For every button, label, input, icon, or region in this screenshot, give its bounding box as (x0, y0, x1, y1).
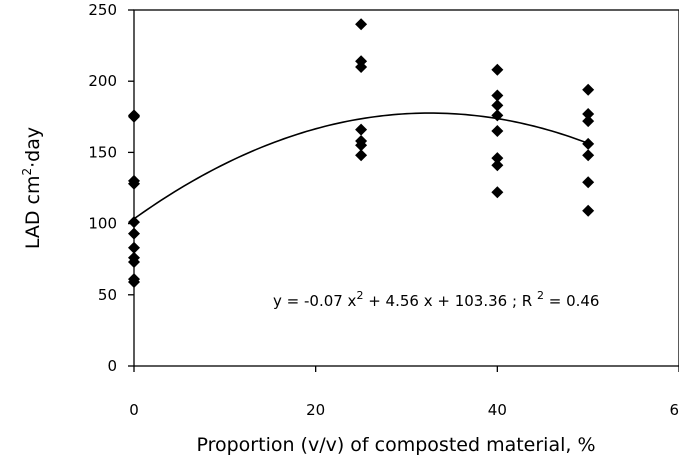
data-point-1 (128, 110, 140, 123)
plot-area (133, 9, 679, 367)
data-points (128, 18, 595, 288)
y-tick-label-150: 150 (88, 143, 117, 161)
data-point-6 (128, 241, 140, 254)
data-point-19 (491, 89, 504, 102)
data-point-3 (128, 177, 140, 190)
regression-annotation: y = -0.07 x2 + 4.56 x + 103.36 ; R 2 = 0… (273, 289, 599, 310)
data-point-5 (128, 227, 140, 240)
x-tick-label-20: 20 (306, 401, 325, 419)
x-tick-label-0: 0 (129, 401, 139, 419)
data-point-31 (582, 176, 595, 189)
trendline-curve (133, 112, 589, 220)
x-tick-label-40: 40 (488, 401, 507, 419)
trendline-group (133, 112, 589, 220)
data-point-18 (491, 63, 504, 76)
y-tick-label-250: 250 (88, 1, 117, 19)
data-point-28 (582, 115, 595, 128)
data-point-11 (355, 18, 368, 31)
data-point-4 (128, 216, 140, 229)
y-tick-label-100: 100 (88, 215, 117, 233)
data-point-24 (491, 159, 504, 172)
x-axis-title: Proportion (v/v) of composted material, … (196, 434, 595, 456)
x-tick-label-60: 60 (669, 401, 679, 419)
data-point-30 (582, 149, 595, 162)
y-tick-label-0: 0 (107, 357, 117, 375)
data-point-16 (355, 139, 368, 152)
axes: 0 50 100 150 200 250 0 20 40 60 (88, 1, 679, 419)
data-point-21 (491, 109, 504, 122)
y-axis-title: LAD cm2·day (20, 127, 44, 249)
data-point-17 (355, 149, 368, 162)
data-point-29 (582, 137, 595, 150)
data-point-8 (128, 256, 140, 269)
data-point-23 (491, 152, 504, 165)
data-point-20 (491, 99, 504, 112)
data-point-14 (355, 123, 368, 136)
y-tick-label-50: 50 (98, 286, 117, 304)
data-point-10 (128, 275, 140, 288)
data-point-26 (582, 83, 595, 96)
data-point-13 (355, 60, 368, 73)
data-point-27 (582, 107, 595, 120)
data-point-22 (491, 125, 504, 138)
data-point-25 (491, 186, 504, 199)
data-point-32 (582, 204, 595, 217)
y-tick-label-200: 200 (88, 72, 117, 90)
